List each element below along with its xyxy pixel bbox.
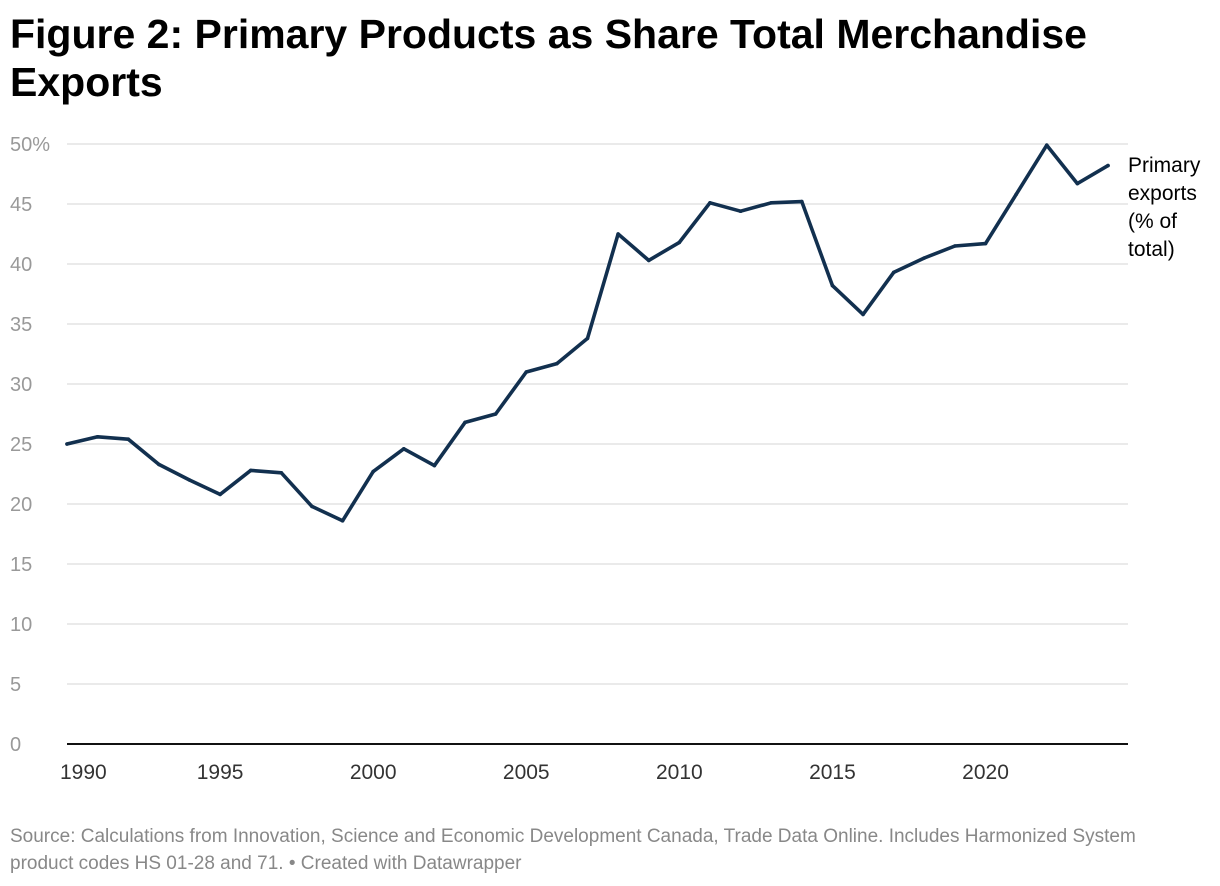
data-point-1992 <box>126 437 131 442</box>
data-point-2013 <box>769 201 774 205</box>
data-point-2003 <box>463 420 467 425</box>
data-point-2007 <box>585 336 590 341</box>
x-tick-label-1990: 1990 <box>60 761 107 784</box>
data-point-2006 <box>555 361 559 366</box>
data-point-2020 <box>983 241 988 246</box>
data-point-1993 <box>157 462 161 467</box>
y-tick-label-45: 45 <box>10 194 32 216</box>
data-point-2015 <box>830 283 835 288</box>
data-point-1997 <box>279 471 284 475</box>
data-point-2009 <box>646 258 651 263</box>
y-tick-label-5: 5 <box>10 674 21 696</box>
footer-separator: • <box>283 853 301 874</box>
data-point-2005 <box>524 370 529 374</box>
y-tick-label-25: 25 <box>10 434 32 456</box>
y-tick-label-20: 20 <box>10 494 32 516</box>
data-point-2008 <box>616 232 620 236</box>
x-tick-label-2005: 2005 <box>503 761 550 784</box>
y-tick-label-30: 30 <box>10 374 32 396</box>
data-point-2024 <box>1106 163 1110 168</box>
data-point-2010 <box>677 240 682 245</box>
series-line-0 <box>65 143 1110 523</box>
data-point-2014 <box>800 199 804 204</box>
data-point-2002 <box>432 463 437 468</box>
data-point-1994 <box>187 478 192 482</box>
data-point-2019 <box>953 244 957 248</box>
data-point-2017 <box>891 270 896 275</box>
y-tick-label-50: 50% <box>10 134 50 156</box>
data-point-2016 <box>861 312 865 317</box>
data-point-1998 <box>310 504 314 509</box>
y-tick-label-40: 40 <box>10 254 32 276</box>
series-label: Primary exports (% of total) <box>1128 154 1201 261</box>
data-point-2021 <box>1014 192 1018 197</box>
y-tick-label-35: 35 <box>10 314 32 336</box>
data-point-2012 <box>738 209 743 213</box>
data-point-2011 <box>708 201 712 205</box>
y-axis-tick-labels: 0 5 10 15 20 25 30 35 40 45 50% <box>10 134 50 756</box>
x-tick-label-2010: 2010 <box>656 761 703 784</box>
chart-footer: Source: Calculations from Innovation, Sc… <box>10 823 1190 877</box>
x-tick-label-2015: 2015 <box>809 761 856 784</box>
gridlines <box>67 143 1128 685</box>
series-lines <box>65 143 1110 523</box>
x-tick-label-2000: 2000 <box>350 761 397 784</box>
data-point-2023 <box>1075 181 1080 186</box>
data-point-2000 <box>371 469 375 474</box>
chart-title: Figure 2: Primary Products as Share Tota… <box>10 11 1087 105</box>
data-point-1996 <box>248 468 253 473</box>
y-tick-label-15: 15 <box>10 554 32 576</box>
data-point-2004 <box>493 412 498 416</box>
data-point-1990 <box>65 442 69 446</box>
data-point-2022 <box>1044 143 1049 147</box>
data-point-1999 <box>340 519 345 523</box>
footer-source: Source: Calculations from Innovation, Sc… <box>10 826 1136 874</box>
data-point-2001 <box>401 447 406 451</box>
data-point-1991 <box>95 435 100 439</box>
x-tick-label-2020: 2020 <box>962 761 1009 784</box>
y-tick-label-0: 0 <box>10 734 21 756</box>
x-tick-label-1995: 1995 <box>197 761 244 784</box>
y-tick-label-10: 10 <box>10 614 32 636</box>
x-axis-tick-labels: 1990 1995 2000 2005 2010 2015 2020 <box>60 761 1009 784</box>
data-point-2018 <box>922 256 927 260</box>
data-point-1995 <box>218 492 222 497</box>
footer-credit: Created with Datawrapper <box>300 853 522 874</box>
